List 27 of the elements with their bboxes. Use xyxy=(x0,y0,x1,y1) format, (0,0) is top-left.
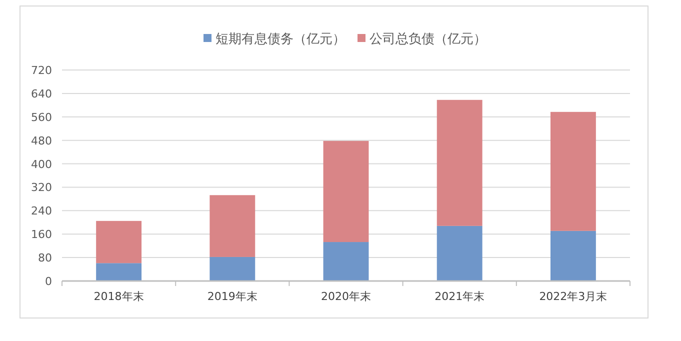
y-tick-label: 160 xyxy=(31,228,52,242)
y-tick-label: 480 xyxy=(31,134,52,148)
x-tick-label: 2021年末 xyxy=(434,290,485,303)
bar xyxy=(436,226,482,281)
y-tick-label: 560 xyxy=(31,110,52,124)
bar xyxy=(210,256,256,281)
x-tick-label: 2020年末 xyxy=(321,290,371,303)
y-tick-label: 320 xyxy=(31,181,52,194)
bar xyxy=(550,230,596,281)
bar xyxy=(323,242,369,281)
y-tick-label: 720 xyxy=(31,64,52,77)
y-tick-label: 80 xyxy=(38,252,52,265)
legend-label: 短期有息债务（亿元） xyxy=(216,32,346,47)
bar xyxy=(323,140,369,242)
y-tick-label: 0 xyxy=(45,275,52,288)
bar xyxy=(96,220,142,264)
y-tick-label: 640 xyxy=(31,87,52,100)
x-tick-label: 2018年末 xyxy=(94,290,144,303)
bar xyxy=(96,263,142,281)
bar xyxy=(436,100,482,226)
x-tick-label: 2022年3月末 xyxy=(539,290,608,303)
y-tick-label: 240 xyxy=(31,204,52,218)
bar xyxy=(210,195,256,257)
legend-label: 公司总负债（亿元） xyxy=(370,32,486,47)
x-tick-label: 2019年末 xyxy=(207,290,258,303)
y-tick-label: 400 xyxy=(31,158,52,171)
bar xyxy=(550,112,596,231)
